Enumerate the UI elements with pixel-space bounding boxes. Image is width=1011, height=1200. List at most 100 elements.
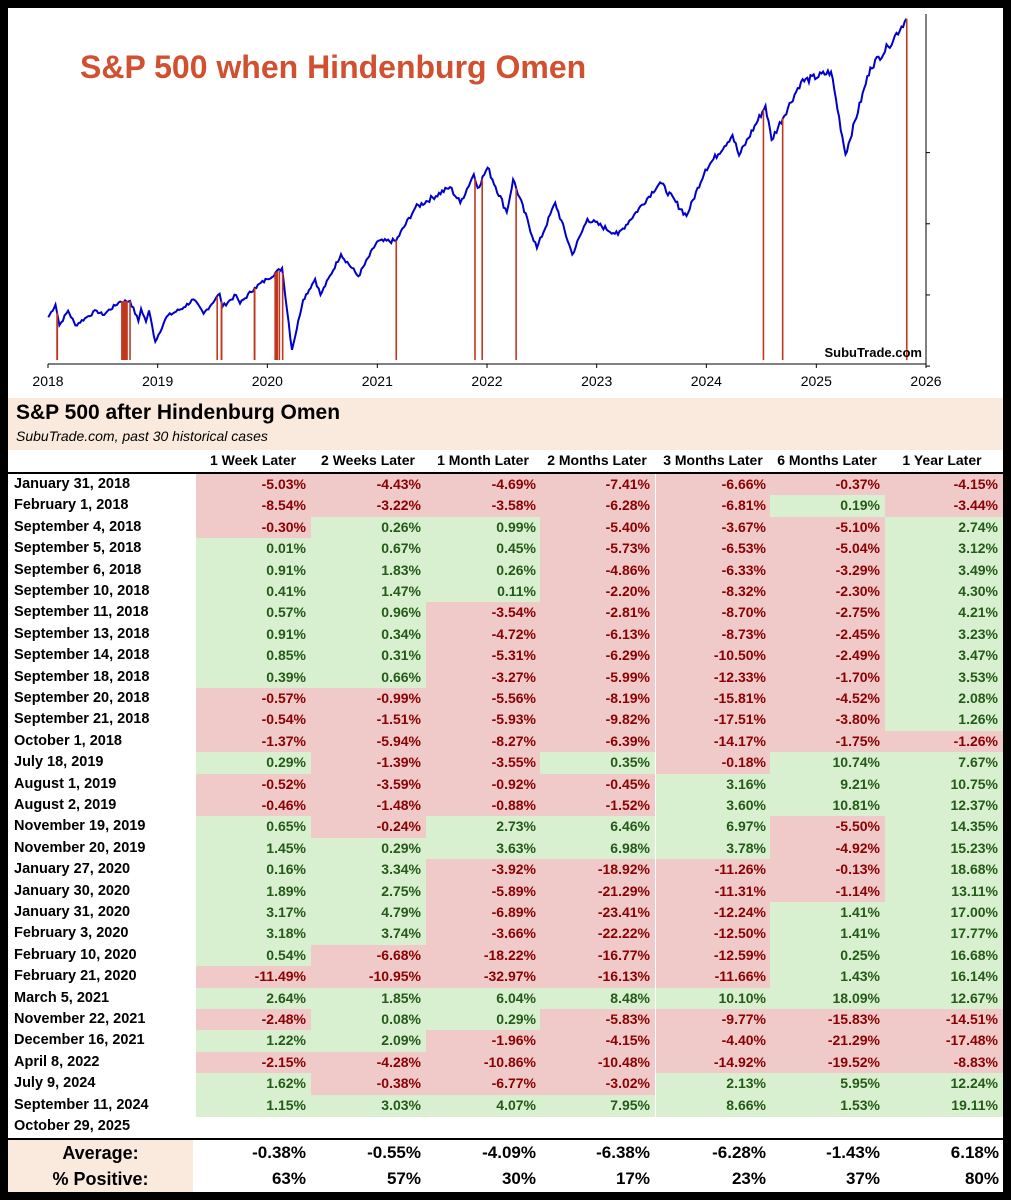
table-cell: 1.83%: [311, 559, 426, 582]
table-cell: -5.93%: [426, 709, 541, 732]
row-date: September 18, 2018: [14, 668, 150, 685]
table-cell: 1.62%: [196, 1073, 311, 1096]
table-cell: 8.66%: [656, 1094, 771, 1117]
table-cell: 0.35%: [540, 752, 655, 775]
table-cell: 10.74%: [770, 752, 885, 775]
table-cell: 3.74%: [311, 923, 426, 946]
table-cell: -10.50%: [656, 645, 771, 668]
table-cell: -6.89%: [426, 902, 541, 924]
table-cell: 0.85%: [196, 645, 311, 668]
table-cell: 18.09%: [770, 987, 885, 1010]
table-cell: -15.83%: [770, 1009, 885, 1031]
table-cell: -16.77%: [540, 944, 655, 967]
table-cell: -4.72%: [426, 623, 541, 646]
table-cell: -0.88%: [426, 795, 541, 817]
row-date: September 11, 2018: [14, 604, 149, 621]
x-tick-label-2020: 2020: [252, 373, 283, 389]
table-cell: -6.68%: [311, 944, 426, 967]
table-cell: -14.51%: [885, 1009, 1003, 1031]
table-cell: -22.22%: [540, 923, 655, 946]
table-cell: -9.77%: [656, 1009, 771, 1031]
table-cell: -2.30%: [770, 581, 885, 603]
table-cell: 8.48%: [540, 987, 655, 1010]
row-date: July 18, 2019: [14, 754, 104, 771]
table-cell: -4.69%: [426, 474, 541, 496]
table-cell: -10.95%: [311, 966, 426, 989]
table-cell: -4.15%: [885, 474, 1003, 496]
table-cell: -3.55%: [426, 752, 541, 775]
column-header-1: 2 Weeks Later: [321, 452, 415, 468]
row-date: September 10, 2018: [14, 583, 150, 599]
table-cell: -1.37%: [196, 730, 311, 753]
table-cell: 13.11%: [885, 880, 1003, 903]
table-cell: 6.46%: [540, 816, 655, 839]
table-cell: 7.67%: [885, 752, 1003, 775]
table-cell: 0.26%: [426, 559, 541, 582]
table-cell: -8.27%: [426, 730, 541, 753]
table-cell: -6.13%: [540, 623, 655, 646]
table-cell: -1.52%: [540, 795, 655, 817]
row-date: July 9, 2024: [14, 1075, 96, 1092]
table-cell: -1.26%: [885, 730, 1003, 753]
chart-title: S&P 500 when Hindenburg Omen: [80, 49, 586, 85]
table-cell: -0.99%: [311, 688, 426, 710]
table-cell: -9.82%: [540, 709, 655, 732]
table-cell: 14.35%: [885, 816, 1003, 839]
table-cell: -0.92%: [426, 773, 541, 796]
row-date: August 1, 2019: [14, 775, 117, 792]
table-cell: -0.57%: [196, 688, 311, 710]
summary-value: 37%: [845, 1169, 880, 1188]
table-cell: 4.07%: [426, 1094, 541, 1117]
table-cell: 0.29%: [426, 1009, 541, 1031]
table-cell: [196, 1116, 311, 1138]
table-cell: 0.91%: [196, 559, 311, 582]
table-cell: 3.34%: [311, 859, 426, 882]
table-cell: -6.53%: [656, 538, 771, 561]
table-cell: -4.86%: [540, 559, 655, 582]
table-cell: 2.73%: [426, 816, 541, 839]
table-cell: -12.33%: [656, 666, 771, 689]
table-cell: 0.26%: [311, 516, 426, 539]
table-cell: 16.68%: [885, 944, 1003, 967]
column-header-3: 2 Months Later: [547, 452, 647, 468]
table-cell: -4.52%: [770, 688, 885, 710]
row-date: September 14, 2018: [14, 647, 150, 664]
summary-value: -4.09%: [482, 1143, 536, 1162]
table-cell: 3.63%: [426, 837, 541, 860]
table-cell: 10.10%: [656, 987, 771, 1010]
summary-value: 17%: [615, 1169, 650, 1188]
watermark-text: SubuTrade.com: [824, 345, 922, 360]
table-cell: -19.52%: [770, 1051, 885, 1074]
table-cell: -1.39%: [311, 752, 426, 775]
table-cell: -5.83%: [540, 1009, 655, 1031]
table-cell: 0.54%: [196, 944, 311, 967]
table-cell: 10.81%: [770, 795, 885, 817]
row-date: October 29, 2025: [14, 1118, 131, 1134]
x-tick-label-2019: 2019: [142, 373, 173, 389]
x-tick-label-2021: 2021: [362, 373, 393, 389]
table-cell: -1.14%: [770, 880, 885, 903]
row-date: September 4, 2018: [14, 518, 142, 535]
table-cell: 0.67%: [311, 538, 426, 561]
row-date: February 1, 2018: [14, 497, 129, 514]
table-cell: 1.47%: [311, 581, 426, 603]
row-date: March 5, 2021: [14, 989, 110, 1006]
x-tick-label-2022: 2022: [471, 373, 502, 389]
table-title-band: S&P 500 after Hindenburg Omen SubuTrade.…: [8, 398, 1003, 450]
summary-rows: Average: -0.38% -0.55% -4.09% -6.38% -6.28% -1…: [8, 1138, 1003, 1192]
table-cell: 16.14%: [885, 966, 1003, 989]
table-cell: -3.67%: [656, 516, 771, 539]
table-cell: -1.51%: [311, 709, 426, 732]
table-cell: -11.26%: [656, 859, 771, 882]
row-date: December 16, 2021: [14, 1032, 145, 1049]
header-divider: [8, 472, 1003, 474]
table-cell: 0.08%: [311, 1009, 426, 1031]
table-cell: 2.09%: [311, 1030, 426, 1053]
table-cell: -8.73%: [656, 623, 771, 646]
table-cell: 0.99%: [426, 516, 541, 539]
table-cell: -5.73%: [540, 538, 655, 561]
table-cell: 9.21%: [770, 773, 885, 796]
table-cell: -3.27%: [426, 666, 541, 689]
table-subtitle: SubuTrade.com, past 30 historical cases: [16, 428, 268, 444]
table-cell: 0.65%: [196, 816, 311, 839]
